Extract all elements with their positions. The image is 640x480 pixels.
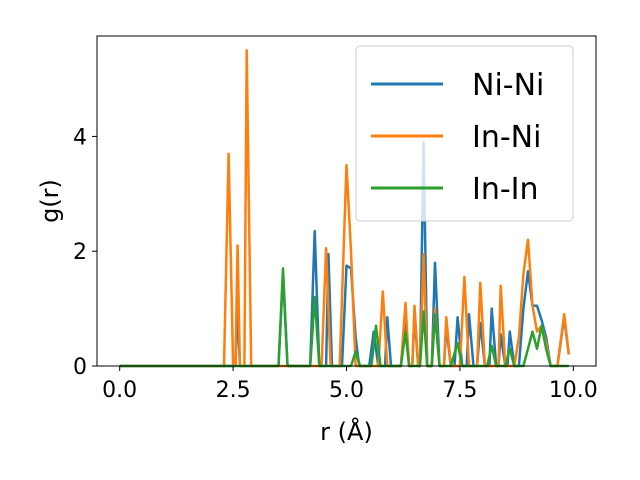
y-axis-label: g(r) <box>36 179 64 223</box>
legend-box <box>355 45 574 222</box>
legend-label: Ni-Ni <box>472 68 544 103</box>
y-tick-label: 0 <box>73 355 87 380</box>
x-tick-label: 2.5 <box>216 378 251 403</box>
x-tick-label: 10.0 <box>549 378 598 403</box>
x-axis-label: r (Å) <box>320 417 373 446</box>
x-tick-label: 0.0 <box>102 378 137 403</box>
legend-label: In-Ni <box>472 120 541 155</box>
x-tick-label: 7.5 <box>442 378 477 403</box>
y-tick-label: 4 <box>73 125 87 150</box>
legend: Ni-Ni In-Ni In-In <box>355 45 574 222</box>
y-tick-label: 2 <box>73 240 87 265</box>
x-tick-label: 5.0 <box>329 378 364 403</box>
y-axis: 0 2 4 <box>73 125 97 380</box>
legend-label: In-In <box>472 172 539 207</box>
x-axis: 0.0 2.5 5.0 7.5 10.0 <box>102 366 598 403</box>
